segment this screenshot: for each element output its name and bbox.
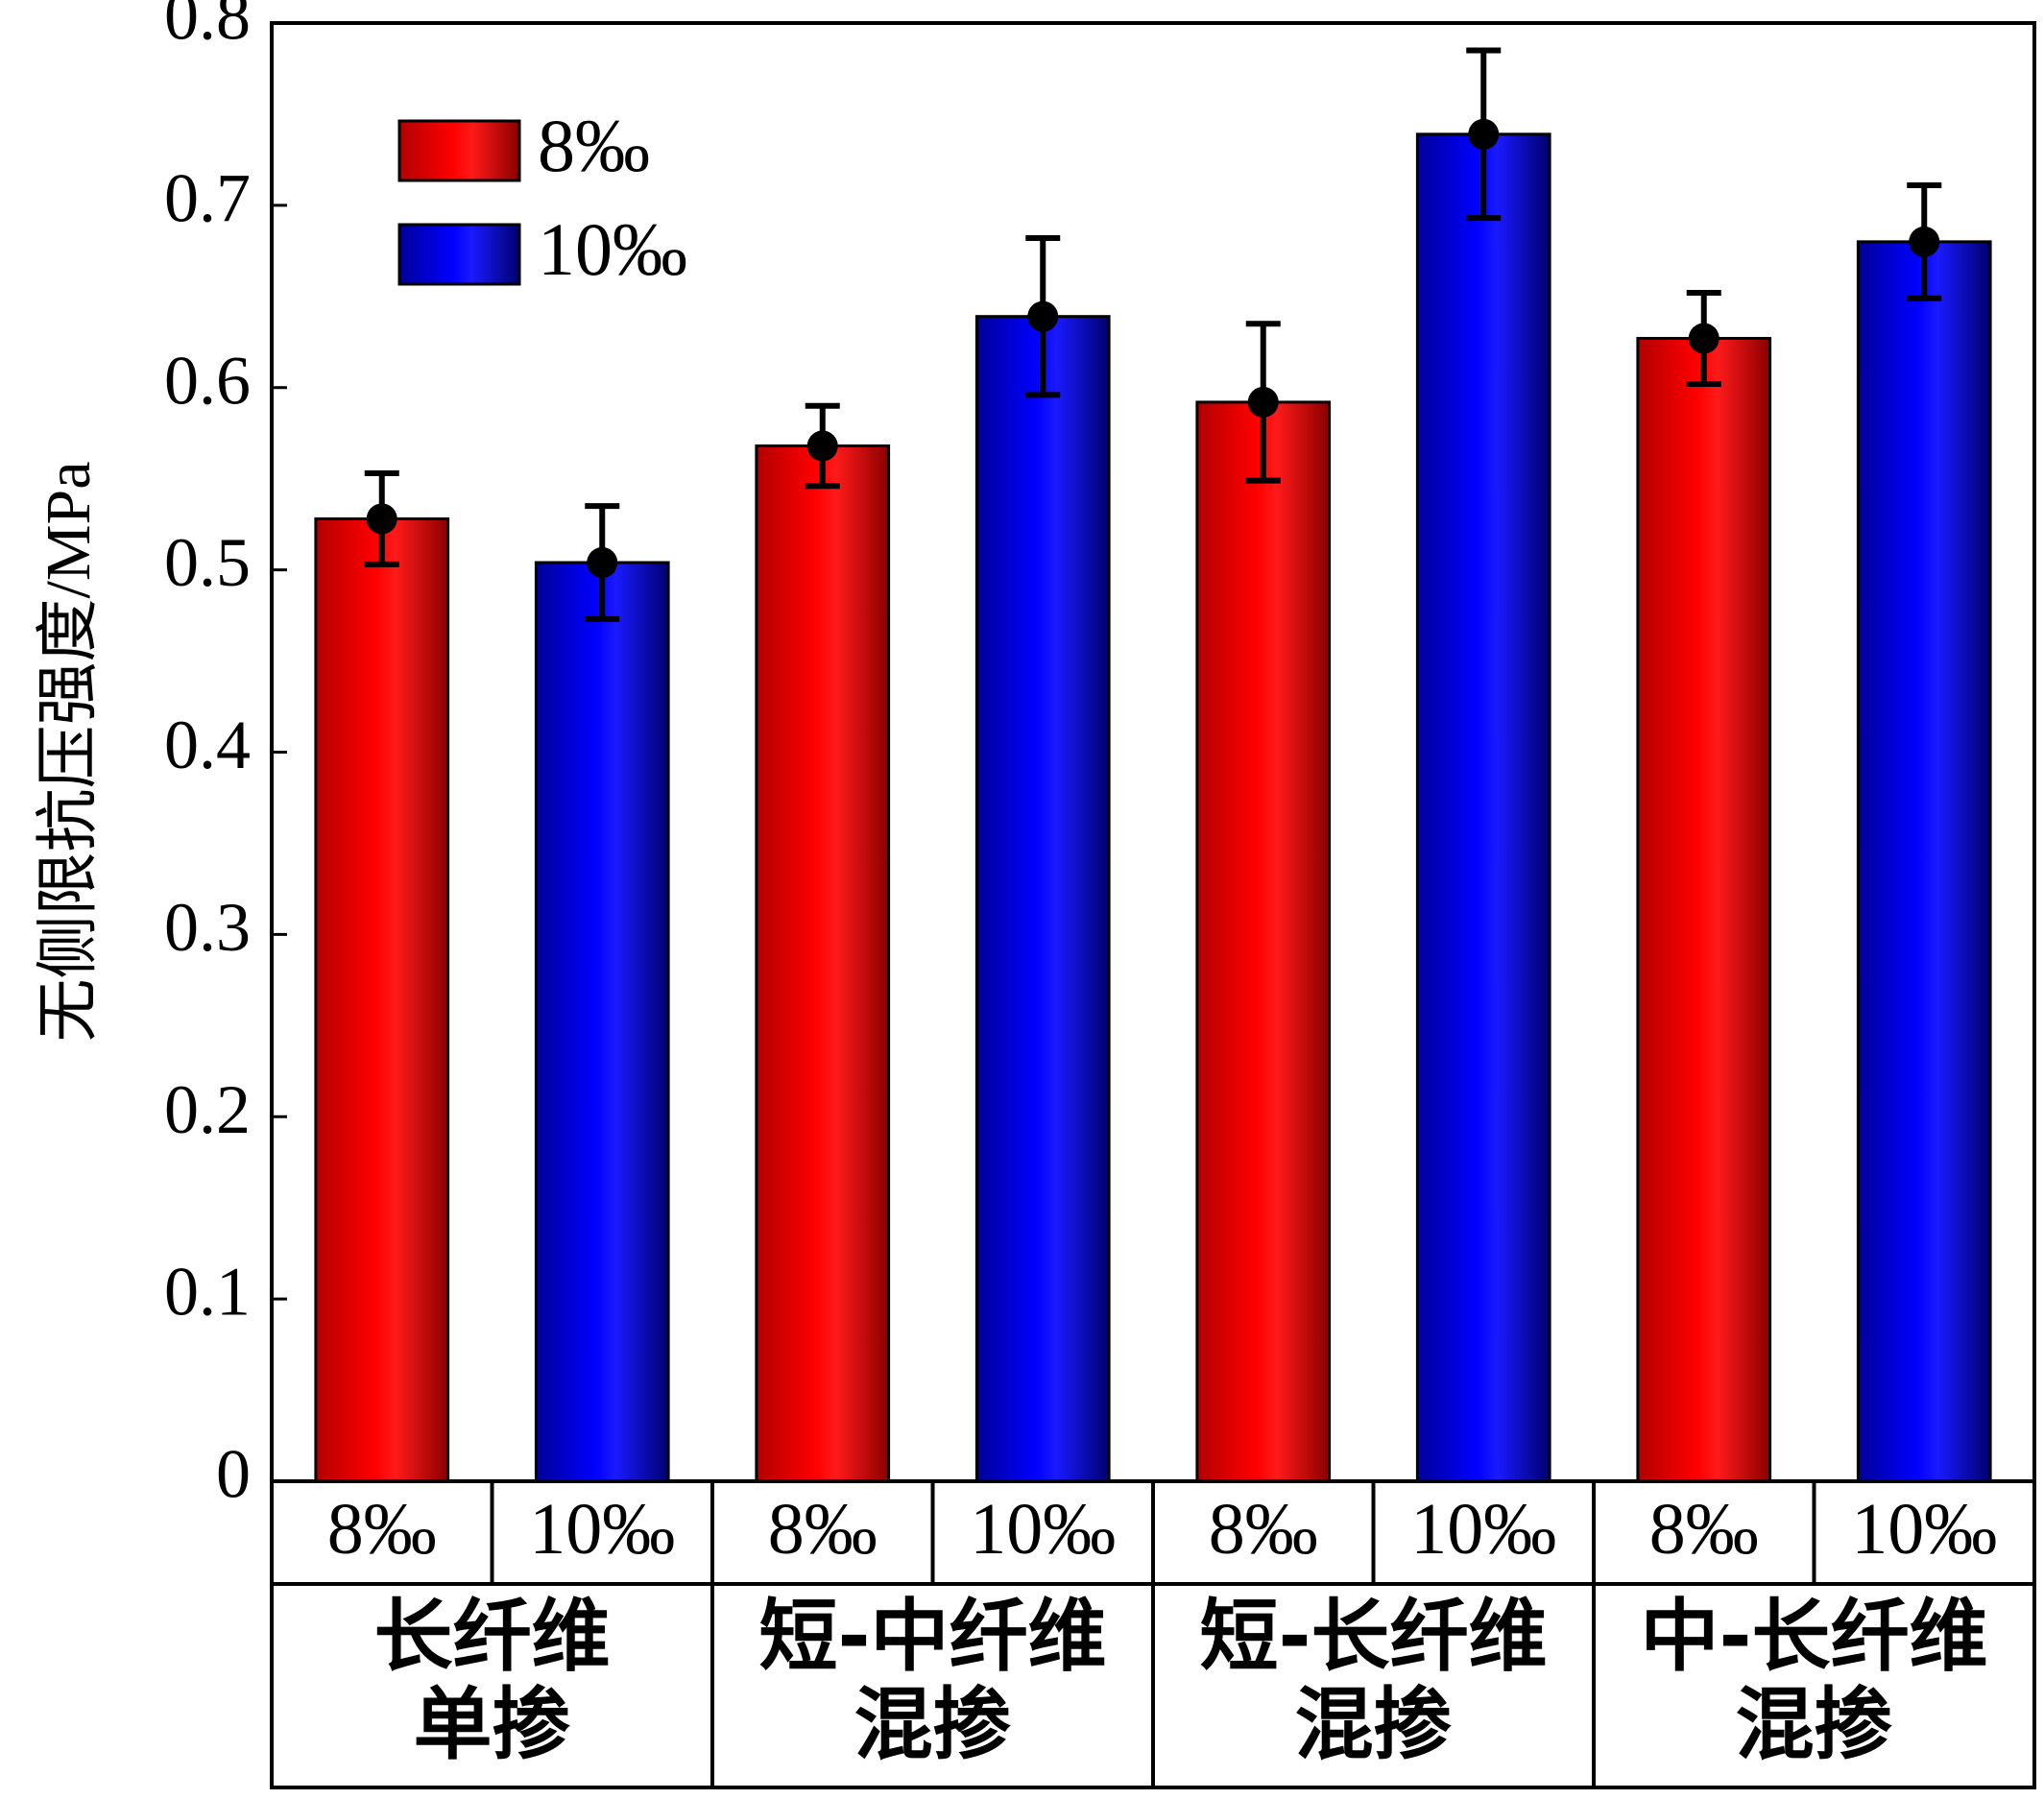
bar-10permil xyxy=(534,561,670,1483)
group-label: 长纤维 xyxy=(373,1591,610,1682)
bar-8permil xyxy=(1636,336,1772,1483)
mean-marker xyxy=(806,430,838,462)
group-label: 混掺 xyxy=(1735,1679,1892,1770)
concentration-label: 10‰ xyxy=(1851,1489,1997,1570)
y-axis-ticks: 0 0.1 0.2 0.3 0.4 0.5 0.6 0.7 0.8 xyxy=(164,0,287,1513)
error-bars xyxy=(364,47,1942,622)
group-label: 短-中纤维 xyxy=(758,1591,1106,1682)
group-label: 混掺 xyxy=(854,1679,1011,1770)
legend: 8‰10‰ xyxy=(397,104,687,291)
y-tick-label: 0.8 xyxy=(164,0,251,55)
bar-8permil xyxy=(755,444,891,1483)
bar-10permil xyxy=(1415,132,1551,1483)
bar-10permil xyxy=(974,315,1111,1483)
y-tick-label: 0.5 xyxy=(164,524,251,601)
y-axis-label: 无侧限抗压强度/MPa xyxy=(34,461,104,1042)
legend-label: 10‰ xyxy=(538,207,687,291)
y-tick-label: 0.6 xyxy=(164,342,251,419)
mean-marker xyxy=(1468,118,1500,150)
group-label: 中-长纤维 xyxy=(1640,1591,1987,1682)
mean-marker xyxy=(1027,300,1059,332)
y-axis-title: 无侧限抗压强度/MPa xyxy=(34,461,104,1042)
legend-label: 8‰ xyxy=(538,104,650,187)
mean-marker xyxy=(366,503,397,535)
mean-marker xyxy=(1247,386,1279,418)
concentration-label: 10‰ xyxy=(970,1489,1116,1570)
y-tick-label: 0 xyxy=(216,1436,251,1513)
concentration-label: 10‰ xyxy=(529,1489,675,1570)
mean-marker xyxy=(587,547,618,579)
bars xyxy=(314,132,1992,1483)
group-label: 混掺 xyxy=(1294,1679,1452,1770)
legend-swatch xyxy=(397,223,521,286)
legend-swatch xyxy=(397,119,521,182)
bar-10permil xyxy=(1856,240,1992,1483)
concentration-label: 8‰ xyxy=(327,1489,437,1570)
bar-8permil xyxy=(1195,400,1332,1483)
concentration-label: 10‰ xyxy=(1410,1489,1556,1570)
group-label: 单掺 xyxy=(413,1679,570,1770)
group-label: 短-长纤维 xyxy=(1199,1591,1547,1682)
y-tick-label: 0.3 xyxy=(164,889,251,966)
concentration-label: 8‰ xyxy=(1649,1489,1759,1570)
concentration-label: 8‰ xyxy=(1209,1489,1318,1570)
bar-8permil xyxy=(314,516,450,1483)
concentration-label: 8‰ xyxy=(768,1489,878,1570)
y-tick-label: 0.4 xyxy=(164,707,251,783)
y-tick-label: 0.1 xyxy=(164,1254,251,1331)
mean-marker xyxy=(1909,226,1940,257)
y-tick-label: 0.2 xyxy=(164,1071,251,1148)
y-tick-label: 0.7 xyxy=(164,159,251,236)
mean-marker xyxy=(1688,323,1719,354)
